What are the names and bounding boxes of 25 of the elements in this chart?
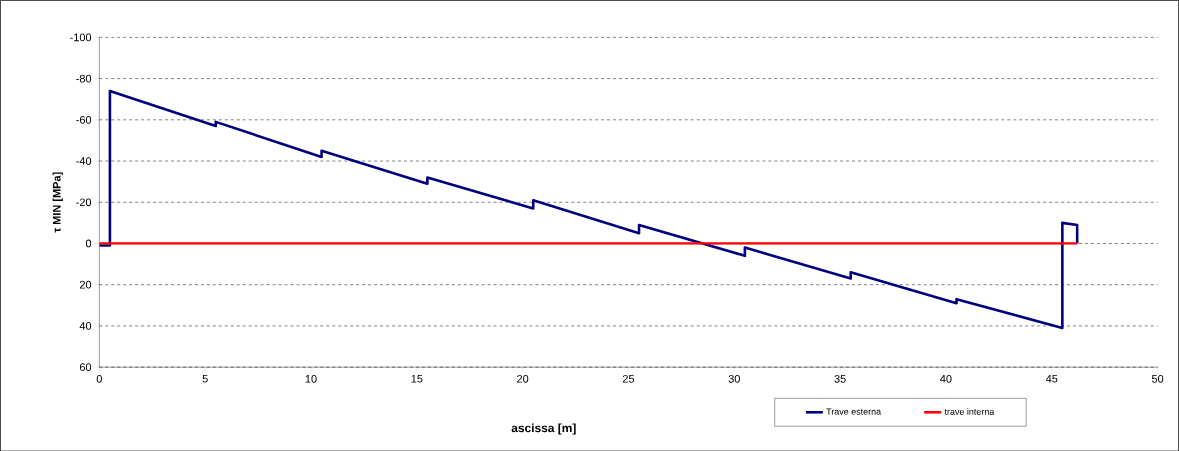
legend-label: trave interna: [944, 408, 995, 415]
y-tick-label: -60: [76, 115, 92, 124]
x-tick-label: 0: [96, 374, 102, 383]
y-tick-label: -40: [76, 156, 92, 165]
x-tick-label: 45: [1045, 374, 1058, 383]
x-axis-title: ascissa [m]: [511, 423, 576, 435]
x-tick-label: 15: [411, 374, 423, 383]
y-tick-label: 20: [79, 280, 92, 289]
y-tick-label: -80: [76, 74, 92, 83]
line-series: [99, 89, 1079, 330]
y-tick-label: 0: [85, 239, 92, 248]
legend-label: Trave esterna: [826, 408, 882, 415]
x-tick-label: 20: [517, 374, 529, 383]
y-tick-label: -20: [76, 198, 92, 206]
x-tick-label: 5: [202, 374, 208, 383]
x-tick-label: 35: [834, 374, 846, 383]
x-tick-label: 10: [305, 374, 317, 383]
y-tick-label: 60: [79, 363, 92, 371]
x-tick-label: 50: [1151, 374, 1164, 383]
x-tick-label: 40: [940, 374, 952, 383]
x-tick-label: 30: [728, 374, 740, 383]
y-axis-title: τ MIN [MPa]: [52, 172, 63, 233]
x-tick-label: 25: [622, 374, 635, 383]
y-tick-label: 40: [79, 321, 92, 330]
y-tick-label: -100: [70, 33, 92, 42]
